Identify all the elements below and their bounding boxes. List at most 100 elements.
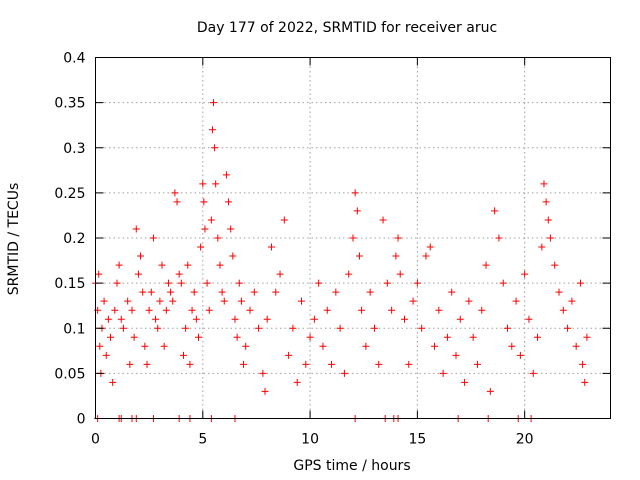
data-point [233, 333, 241, 341]
data-point [227, 225, 235, 233]
data-point [491, 207, 499, 215]
data-point [521, 270, 529, 278]
data-point [207, 216, 215, 224]
x-tick-label: 15 [408, 432, 426, 448]
data-point [508, 342, 516, 350]
data-point [115, 261, 123, 269]
data-point [396, 270, 404, 278]
data-point [158, 261, 166, 269]
data-point [306, 333, 314, 341]
y-tick-label: 0 [77, 412, 86, 428]
data-point [182, 324, 190, 332]
data-point [353, 207, 361, 215]
data-point [119, 324, 127, 332]
data-point [504, 324, 511, 332]
data-point [439, 369, 447, 377]
data-point [525, 315, 533, 323]
data-point [104, 315, 112, 323]
data-point [285, 351, 293, 359]
data-point [126, 360, 134, 368]
data-point [145, 306, 153, 314]
data-point [149, 234, 157, 242]
data-point [188, 306, 196, 314]
data-point [358, 306, 366, 314]
data-point [579, 360, 587, 368]
data-point [212, 180, 220, 188]
data-point [443, 333, 451, 341]
data-point [175, 270, 183, 278]
data-point [250, 288, 258, 296]
data-point [542, 198, 550, 206]
data-point [280, 216, 288, 224]
data-point [173, 198, 181, 206]
data-point [124, 297, 132, 305]
data-point [345, 270, 353, 278]
data-point [401, 315, 408, 323]
data-point [199, 180, 207, 188]
data-point [139, 288, 147, 296]
data-point [200, 198, 208, 206]
data-point [394, 234, 402, 242]
data-point [190, 288, 198, 296]
data-point [267, 243, 275, 251]
data-point [152, 315, 160, 323]
y-tick-labels: 0 0.05 0.1 0.15 0.2 0.25 0.3 0.35 0.4 [54, 51, 85, 428]
data-point [540, 180, 548, 188]
data-point [143, 360, 151, 368]
data-point [218, 288, 226, 296]
data-point [555, 288, 563, 296]
y-tick-label: 0.25 [54, 186, 85, 202]
data-point [134, 270, 142, 278]
x-tick-label: 0 [91, 432, 100, 448]
data-point [298, 297, 305, 305]
data-point [235, 279, 243, 287]
data-point [486, 387, 494, 395]
data-point [512, 297, 520, 305]
data-point [456, 315, 464, 323]
data-point [310, 315, 318, 323]
data-point [366, 288, 374, 296]
data-point [109, 378, 117, 386]
data-point [272, 288, 280, 296]
data-point [132, 225, 140, 233]
x-tick-label: 20 [516, 432, 534, 448]
data-point [147, 288, 155, 296]
data-point [495, 234, 503, 242]
data-point [276, 270, 284, 278]
data-point [216, 261, 224, 269]
data-point [340, 369, 348, 377]
data-point [184, 261, 192, 269]
y-tick-label: 0.4 [63, 51, 85, 67]
x-tick-labels: 0 5 10 15 20 [91, 432, 534, 448]
data-point [201, 225, 209, 233]
data-point [568, 297, 576, 305]
data-point [332, 288, 340, 296]
data-point [431, 342, 439, 350]
data-point [383, 279, 391, 287]
data-point [461, 378, 469, 386]
data-point [259, 369, 267, 377]
data-point [179, 351, 187, 359]
data-point [263, 315, 271, 323]
data-point [351, 189, 359, 197]
data-point [222, 171, 230, 179]
data-point [154, 324, 162, 332]
data-point [229, 252, 237, 260]
data-point [205, 306, 213, 314]
data-point [242, 342, 250, 350]
data-point [328, 360, 336, 368]
data-point [405, 360, 413, 368]
data-point [544, 216, 552, 224]
data-point [482, 261, 490, 269]
y-axis-label: SRMTID / TECUs [6, 183, 22, 296]
data-point [102, 351, 110, 359]
data-point [164, 279, 172, 287]
data-point [240, 360, 248, 368]
data-point [572, 342, 580, 350]
data-point [211, 144, 219, 152]
data-point [315, 279, 323, 287]
data-point [336, 324, 344, 332]
data-point [576, 279, 584, 287]
data-point [478, 306, 486, 314]
x-tick-label: 10 [301, 432, 319, 448]
